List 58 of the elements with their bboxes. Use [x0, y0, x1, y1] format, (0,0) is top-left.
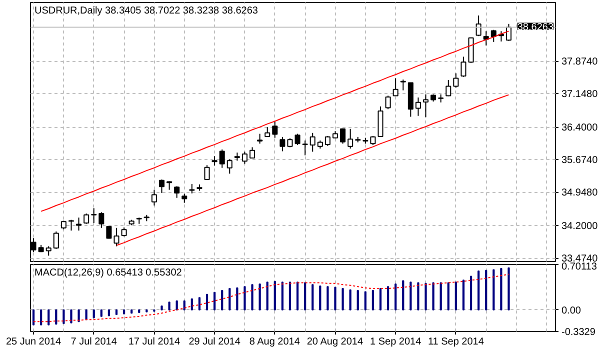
candlestick	[84, 213, 90, 224]
y-tick-label: 35.6740	[562, 155, 598, 166]
chart-title: USDRUR,Daily 38.3405 38.7022 38.3238 38.6263	[34, 6, 258, 16]
candlestick	[158, 179, 165, 194]
x-tick-label: 8 Aug 2014	[249, 336, 300, 348]
candlestick	[302, 140, 308, 156]
candlestick	[264, 126, 270, 138]
candlestick	[310, 132, 316, 152]
candlestick	[422, 94, 429, 118]
candlestick	[151, 189, 157, 206]
x-tick-label: 25 Jun 2014	[6, 336, 62, 348]
candlestick	[114, 227, 120, 247]
candlestick	[294, 133, 300, 146]
candlestick	[219, 148, 225, 168]
candlestick	[385, 95, 391, 110]
candlestick	[476, 14, 482, 37]
y-tick-label: 0.00	[562, 305, 582, 316]
candlestick	[226, 158, 232, 174]
candlestick	[46, 246, 52, 256]
y-tick-label: 37.1480	[562, 89, 598, 100]
candlestick	[204, 164, 210, 180]
y-tick-label: 37.8740	[562, 56, 598, 68]
candlestick	[212, 156, 218, 166]
y-tick-label: 36.4000	[562, 122, 598, 134]
candlestick	[453, 72, 459, 88]
candlestick	[189, 183, 195, 194]
x-tick-label: 20 Aug 2014	[306, 336, 364, 348]
x-tick-label: 29 Jul 2014	[188, 336, 241, 348]
x-tick-label: 1 Sep 2014	[370, 336, 422, 348]
y-tick-label: 34.2000	[562, 221, 598, 232]
candlestick	[53, 230, 59, 250]
candlestick	[280, 136, 286, 152]
x-tick-label: 7 Jul 2014	[70, 336, 118, 348]
y-tick-label: 0.70113	[562, 262, 598, 272]
x-tick-label: 11 Sep 2014	[428, 336, 484, 348]
candlestick	[106, 226, 112, 240]
y-tick-label: -0.3329	[562, 327, 596, 338]
candlestick	[91, 208, 97, 224]
candlestick	[174, 186, 180, 198]
candlestick	[460, 56, 466, 78]
candlestick	[98, 212, 104, 228]
candlestick	[242, 151, 248, 164]
ref-line-label: 38.6263	[517, 22, 554, 33]
candlestick	[392, 78, 398, 96]
candlestick	[324, 136, 330, 146]
candlestick	[272, 121, 278, 138]
chart-title: MACD(12,26,9) 0.65413 0.55302	[34, 268, 182, 278]
candlestick	[340, 128, 346, 144]
candlestick	[490, 29, 496, 42]
candlestick	[250, 146, 256, 159]
candlestick	[446, 80, 452, 97]
y-tick-label: 34.9480	[562, 188, 598, 199]
candlestick	[257, 133, 263, 144]
candlestick	[400, 79, 406, 91]
candlestick	[415, 96, 421, 116]
candlestick	[348, 128, 354, 150]
x-tick-label: 17 Jul 2014	[128, 336, 180, 348]
line-series	[116, 94, 510, 246]
